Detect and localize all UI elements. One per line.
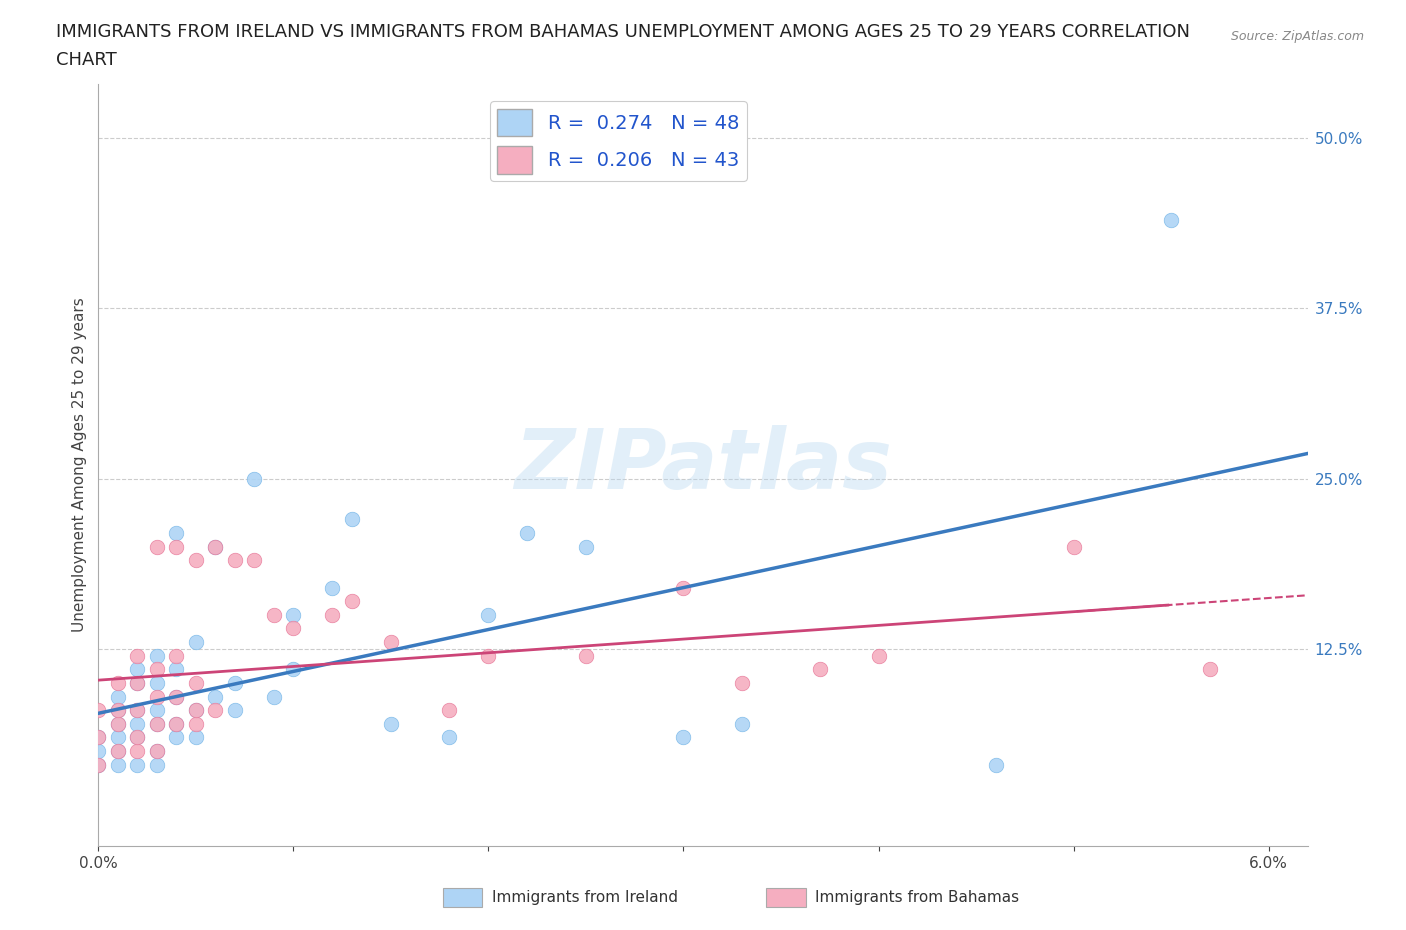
Point — [321, 580, 343, 595]
Point — [204, 539, 226, 554]
Point — [984, 757, 1007, 772]
Point — [87, 730, 110, 745]
Point — [146, 689, 169, 704]
Point — [439, 730, 461, 745]
Point — [146, 648, 169, 663]
Point — [243, 552, 266, 567]
Point — [340, 512, 363, 527]
Point — [146, 716, 169, 731]
Point — [283, 607, 305, 622]
Point — [127, 703, 149, 718]
Point — [127, 662, 149, 677]
Y-axis label: Unemployment Among Ages 25 to 29 years: Unemployment Among Ages 25 to 29 years — [72, 298, 87, 632]
Point — [165, 689, 187, 704]
Point — [263, 689, 285, 704]
Point — [107, 703, 129, 718]
Point — [1063, 539, 1085, 554]
Text: Immigrants from Ireland: Immigrants from Ireland — [492, 890, 678, 905]
Point — [1160, 212, 1182, 227]
Point — [243, 472, 266, 486]
Point — [672, 730, 695, 745]
Point — [165, 525, 187, 540]
Point — [575, 539, 598, 554]
Point — [1199, 662, 1222, 677]
Point — [283, 662, 305, 677]
Text: IMMIGRANTS FROM IRELAND VS IMMIGRANTS FROM BAHAMAS UNEMPLOYMENT AMONG AGES 25 TO: IMMIGRANTS FROM IRELAND VS IMMIGRANTS FR… — [56, 23, 1191, 41]
Point — [439, 703, 461, 718]
Point — [146, 744, 169, 759]
Point — [516, 525, 538, 540]
Point — [107, 757, 129, 772]
Point — [184, 730, 207, 745]
Point — [380, 634, 402, 649]
Point — [224, 675, 246, 690]
Point — [477, 648, 499, 663]
Point — [107, 744, 129, 759]
Point — [165, 716, 187, 731]
Point — [87, 703, 110, 718]
Point — [146, 744, 169, 759]
Point — [380, 716, 402, 731]
Point — [87, 744, 110, 759]
Point — [127, 730, 149, 745]
Point — [731, 716, 754, 731]
Point — [146, 539, 169, 554]
Point — [184, 716, 207, 731]
Point — [672, 580, 695, 595]
Point — [127, 716, 149, 731]
Point — [107, 730, 129, 745]
Text: Source: ZipAtlas.com: Source: ZipAtlas.com — [1230, 30, 1364, 43]
Point — [184, 675, 207, 690]
Point — [340, 593, 363, 608]
Point — [575, 648, 598, 663]
Point — [224, 552, 246, 567]
Point — [321, 607, 343, 622]
Point — [283, 621, 305, 636]
Point — [87, 757, 110, 772]
Point — [127, 675, 149, 690]
Point — [184, 634, 207, 649]
Point — [127, 744, 149, 759]
Point — [146, 716, 169, 731]
Point — [224, 703, 246, 718]
Point — [477, 607, 499, 622]
Point — [107, 703, 129, 718]
Point — [868, 648, 890, 663]
Point — [204, 539, 226, 554]
Point — [165, 689, 187, 704]
Point — [107, 744, 129, 759]
Point — [146, 703, 169, 718]
Legend: R =  0.274   N = 48, R =  0.206   N = 43: R = 0.274 N = 48, R = 0.206 N = 43 — [489, 101, 747, 181]
Point — [204, 689, 226, 704]
Point — [731, 675, 754, 690]
Point — [127, 703, 149, 718]
Point — [87, 757, 110, 772]
Point — [146, 675, 169, 690]
Point — [87, 730, 110, 745]
Point — [127, 675, 149, 690]
Point — [184, 703, 207, 718]
Point — [146, 757, 169, 772]
Point — [263, 607, 285, 622]
Point — [107, 716, 129, 731]
Text: CHART: CHART — [56, 51, 117, 69]
Point — [127, 757, 149, 772]
Point — [165, 539, 187, 554]
Point — [165, 662, 187, 677]
Text: ZIPatlas: ZIPatlas — [515, 424, 891, 506]
Point — [165, 716, 187, 731]
Point — [107, 689, 129, 704]
Point — [107, 716, 129, 731]
Point — [184, 703, 207, 718]
Point — [146, 662, 169, 677]
Point — [165, 730, 187, 745]
Point — [184, 552, 207, 567]
Point — [127, 730, 149, 745]
Point — [127, 648, 149, 663]
Point — [808, 662, 831, 677]
Point — [107, 675, 129, 690]
Text: Immigrants from Bahamas: Immigrants from Bahamas — [815, 890, 1019, 905]
Point — [204, 703, 226, 718]
Point — [165, 648, 187, 663]
